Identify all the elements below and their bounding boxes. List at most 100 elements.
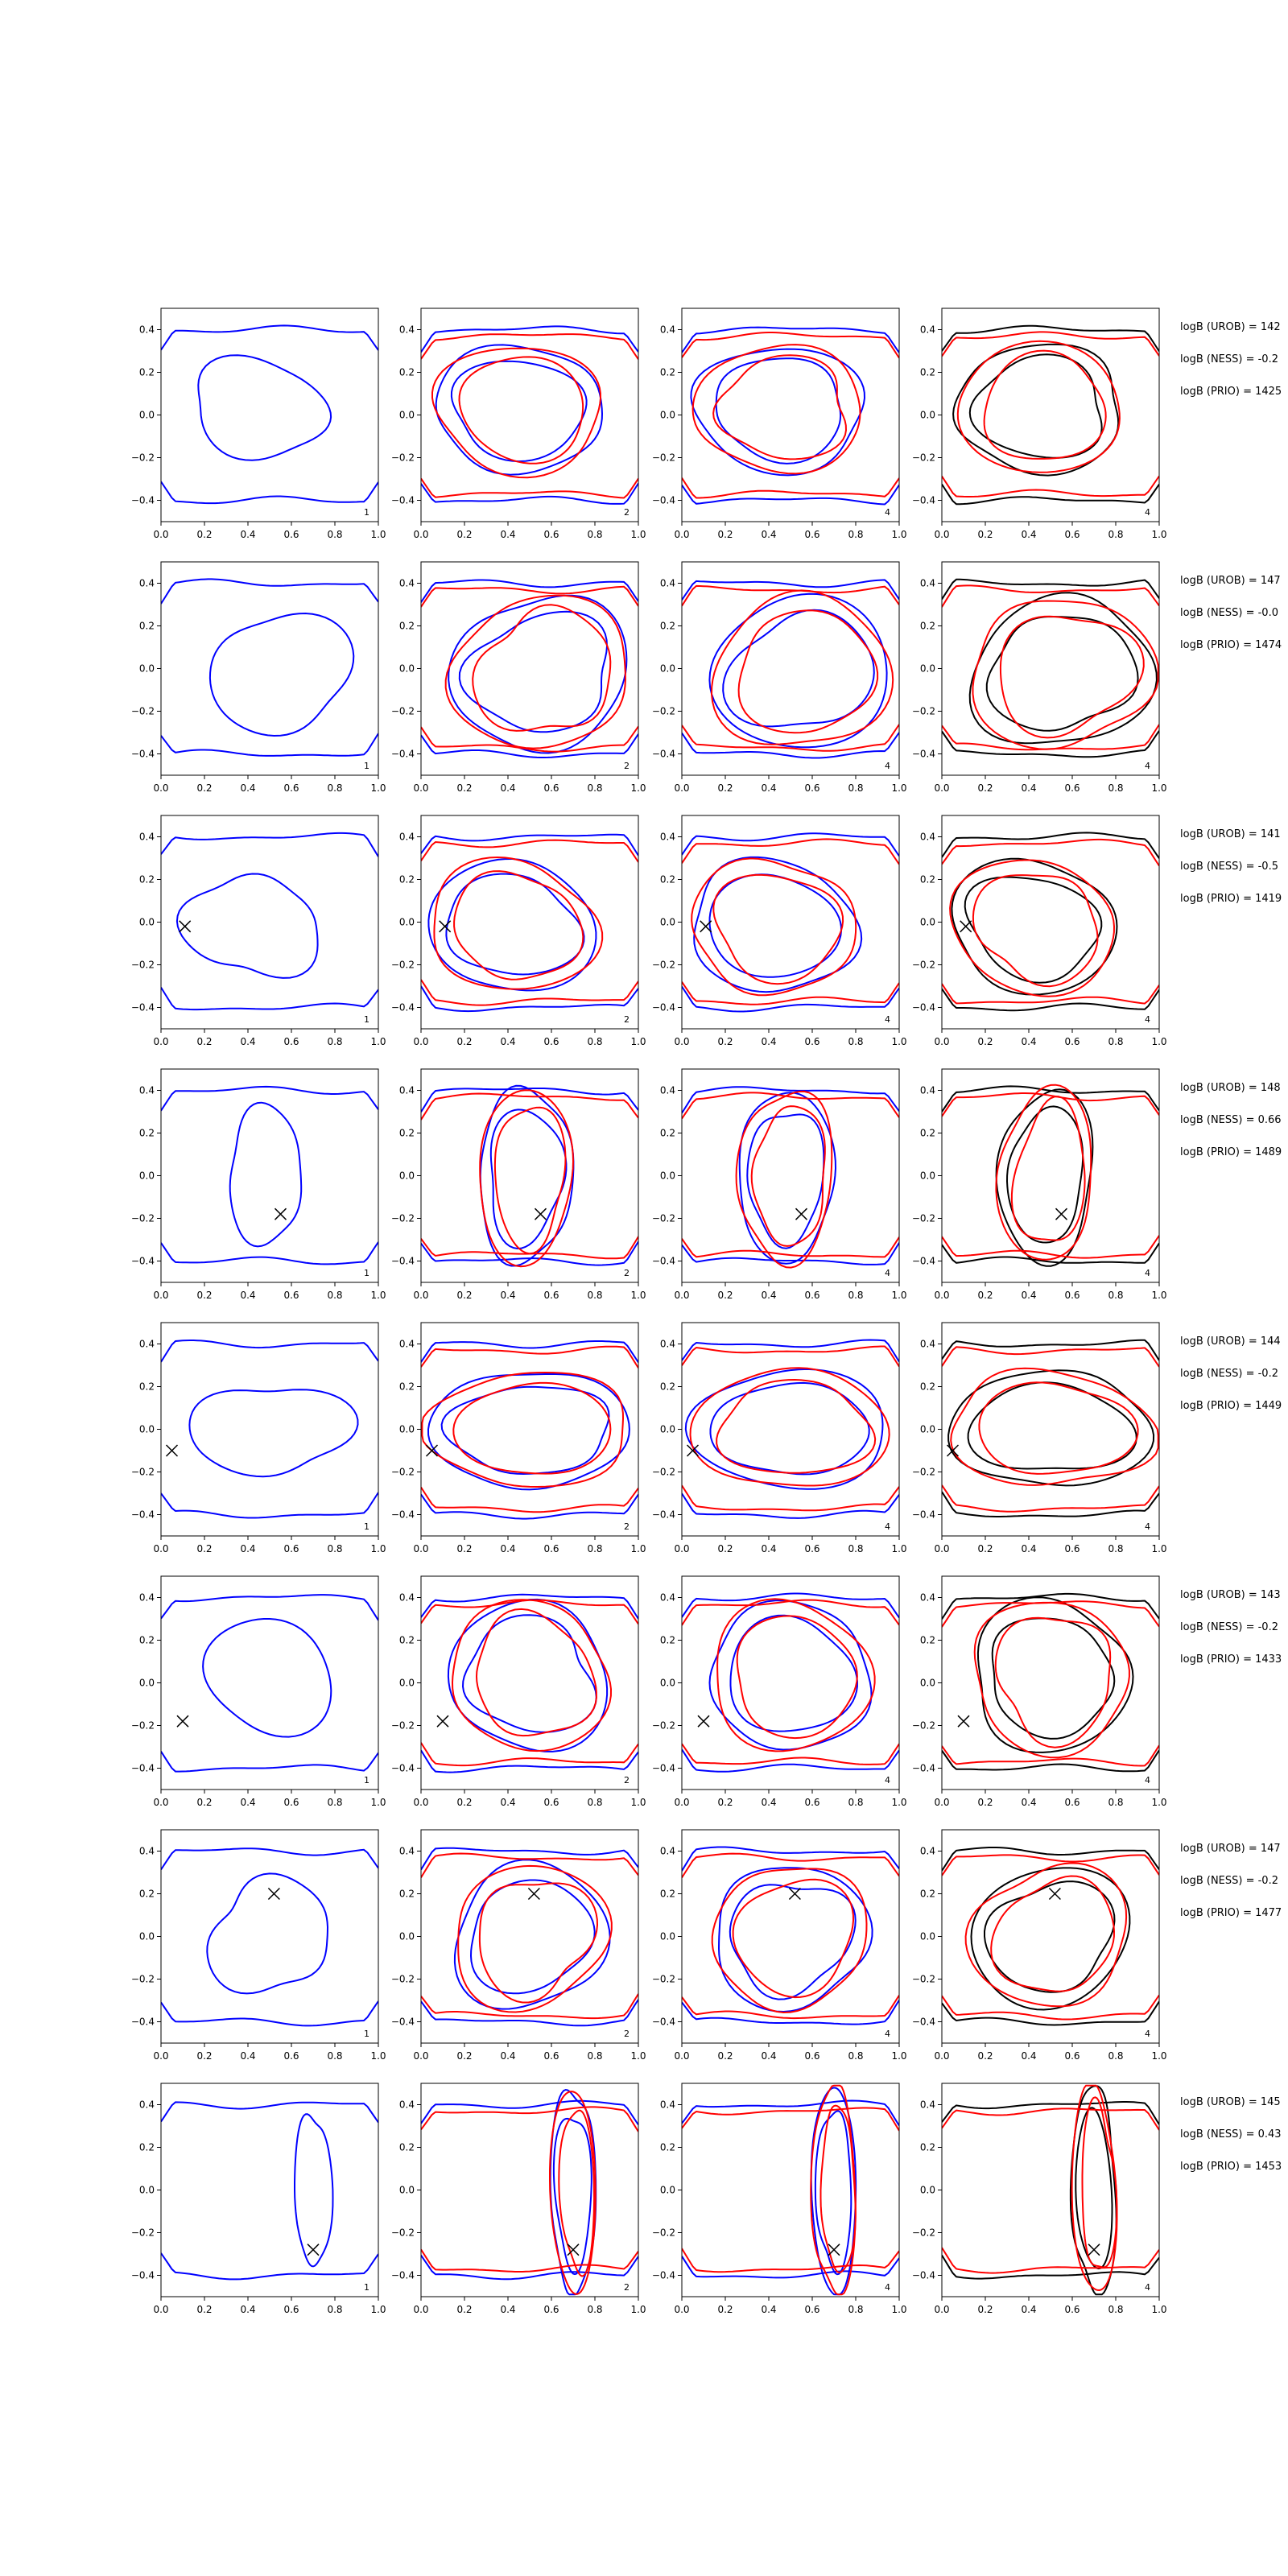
contour-panel: 0.0 0.2 0.4 0.6 0.8 1.0 −0.4 −0.2 0.0 0.2 0.4 4 [912,1575,1167,1808]
x-tick-label: 0.4 [500,1543,515,1554]
logb-annotation: logB (UROB) = 143 [1180,1589,1281,1601]
y-tick-label: 0.2 [399,621,415,632]
red-contour-line [942,1744,1159,1767]
x-tick-label: 0.2 [717,1036,733,1047]
x-tick-label: 0.4 [1021,1290,1036,1301]
x-tick-label: 1.0 [891,782,906,794]
black-contour-line [942,1592,1159,1620]
x-tick-label: 0.6 [283,1290,299,1301]
blue-contour-line [202,1618,332,1738]
x-tick-label: 0.6 [1064,1543,1080,1554]
panel-index-label: 2 [624,761,630,771]
blue-contour-line [682,832,899,857]
blue-contour-line [421,482,638,505]
blue-contour-line [682,2256,899,2279]
y-tick-label: 0.2 [399,367,415,378]
blue-contour-line [693,856,863,993]
x-tick-label: 0.8 [327,1290,342,1301]
blue-contour-line [161,2000,378,2027]
x-tick-label: 0.0 [153,529,168,540]
x-tick-label: 0.4 [240,2050,255,2062]
red-contour-line [942,2107,1159,2131]
y-tick-label: 0.0 [399,2185,415,2196]
x-tick-label: 0.2 [456,2304,472,2315]
x-tick-label: 1.0 [630,782,646,794]
blue-contour-line [479,1084,575,1267]
red-contour-line [972,874,1099,988]
y-tick-label: −0.2 [391,706,415,717]
y-tick-label: 0.4 [399,1085,415,1096]
contour-panel: 0.0 0.2 0.4 0.6 0.8 1.0 −0.4 −0.2 0.0 0.2 0.4 1 [131,815,386,1047]
panel-index-label: 1 [364,2282,369,2293]
x-tick-label: 0.0 [153,782,168,794]
red-contour-line [421,333,638,360]
x-tick-label: 0.0 [934,1543,949,1554]
red-contour-line [942,1346,1159,1368]
y-tick-label: 0.0 [660,1931,675,1942]
y-tick-label: 0.2 [920,1889,935,1900]
contour-panel: 0.0 0.2 0.4 0.6 0.8 1.0 −0.4 −0.2 0.0 0.2 0.4 2 [391,1322,646,1554]
y-tick-label: 0.4 [660,1846,675,1857]
x-tick-label: 0.0 [153,1543,168,1554]
blue-contour-line [682,2000,899,2025]
y-tick-label: −0.2 [391,1720,415,1732]
blue-contour-line [197,354,332,461]
y-tick-label: 0.4 [920,324,935,336]
black-contour-line [968,592,1158,745]
red-contour-line [942,1994,1159,2021]
x-tick-label: 0.2 [456,1036,472,1047]
logb-annotation: logB (NESS) = -0.0 [1180,607,1278,619]
panel-frame [681,308,900,522]
x-tick-label: 0.6 [1064,2304,1080,2315]
red-contour-line [999,615,1145,739]
blue-contour-line [161,1492,378,1519]
y-tick-label: −0.4 [131,1509,155,1521]
y-tick-label: 0.2 [660,1889,675,1900]
x-tick-label: 0.6 [804,2304,819,2315]
black-contour-line [970,1867,1131,2011]
x-tick-label: 1.0 [891,2050,906,2062]
blue-contour-line [715,357,842,464]
y-tick-label: −0.4 [912,1763,935,1774]
blue-contour-line [682,579,899,601]
blue-contour-line [448,594,628,754]
x-tick-label: 1.0 [891,1290,906,1301]
y-tick-label: −0.4 [131,2270,155,2281]
blue-contour-line [458,610,609,733]
x-marker [534,1208,547,1220]
panel-index-label: 1 [364,507,369,518]
red-contour-line [949,859,1116,997]
x-tick-label: 0.0 [674,1543,689,1554]
x-tick-label: 0.6 [804,782,819,794]
red-contour-line [942,1600,1159,1628]
panel-index-label: 1 [364,1521,369,1532]
y-tick-label: −0.4 [391,2270,415,2281]
blue-contour-line [421,833,638,857]
x-tick-label: 1.0 [1151,1290,1166,1301]
y-tick-label: 0.2 [660,874,675,886]
x-tick-label: 1.0 [1151,2050,1166,2062]
black-contour-line [942,1242,1159,1264]
blue-contour-line [161,733,378,757]
black-contour-line [991,1617,1116,1740]
red-contour-line [444,594,626,749]
x-tick-label: 0.8 [1108,2304,1123,2315]
panel-index-label: 1 [364,2029,369,2039]
contour-panel: 0.0 0.2 0.4 0.6 0.8 1.0 −0.4 −0.2 0.0 0.2 0.4 1 [131,1068,386,1301]
x-tick-label: 0.6 [543,1543,559,1554]
y-tick-label: 0.0 [399,410,415,421]
y-tick-label: 0.2 [399,1128,415,1139]
y-tick-label: 0.0 [660,663,675,675]
red-contour-line [421,1487,638,1513]
x-tick-label: 0.4 [240,1797,255,1808]
y-tick-label: 0.4 [399,832,415,843]
red-contour-line [964,1862,1128,2008]
contour-panel: 0.0 0.2 0.4 0.6 0.8 1.0 −0.4 −0.2 0.0 0.2 0.4 1 [131,561,386,794]
blue-contour-line [682,326,899,353]
x-tick-label: 0.6 [283,1036,299,1047]
y-tick-label: 0.0 [139,2185,155,2196]
red-contour-line [942,1854,1159,1876]
x-tick-label: 0.4 [761,1036,776,1047]
y-tick-label: 0.2 [139,367,155,378]
x-tick-label: 0.4 [1021,1797,1036,1808]
